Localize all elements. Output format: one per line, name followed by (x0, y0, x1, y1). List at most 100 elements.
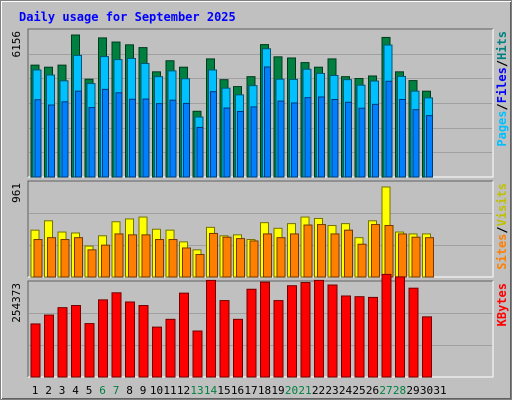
legend-entry: Hits (495, 31, 509, 60)
legend-entry: / (495, 60, 509, 67)
bar-pages-day-5 (88, 107, 96, 178)
bar-kbytes-day-30 (422, 316, 432, 378)
x-tick-label: 23 (325, 384, 338, 397)
bar-sites-day-15 (222, 236, 232, 278)
bar-pages-day-18 (264, 66, 271, 178)
x-tick-label: 15 (217, 384, 230, 397)
x-tick-label: 28 (393, 384, 406, 397)
bar-sites-day-12 (182, 247, 191, 278)
x-tick-label: 11 (163, 384, 176, 397)
x-tick-label: 6 (99, 384, 106, 397)
bar-pages-day-24 (345, 101, 352, 178)
bar-kbytes-day-24 (341, 295, 351, 378)
x-tick-label: 9 (140, 384, 147, 397)
bar-sites-day-26 (371, 224, 380, 278)
bar-sites-day-18 (263, 233, 272, 278)
legend-entry: Visits (495, 183, 509, 226)
bar-pages-day-27 (385, 80, 393, 178)
legend-entry: KBytes (495, 283, 509, 326)
bar-kbytes-day-27 (381, 273, 392, 378)
chart-title: Daily usage for September 2025 (19, 10, 236, 24)
bar-kbytes-day-28 (395, 276, 405, 378)
bar-kbytes-day-12 (179, 292, 189, 378)
x-tick-label: 1 (32, 384, 39, 397)
x-tick-label: 21 (298, 384, 311, 397)
bar-sites-day-27 (384, 224, 394, 278)
legend-hits-files-pages: Pages/Files/Hits (495, 31, 509, 147)
bar-pages-day-1 (34, 99, 42, 178)
bar-pages-day-4 (75, 90, 82, 178)
bar-pages-day-11 (169, 99, 177, 178)
legend-entry: Pages (495, 111, 509, 147)
bar-kbytes-day-19 (273, 300, 284, 378)
plot-edge-dark (27, 180, 493, 277)
bar-pages-day-13 (196, 126, 204, 178)
x-tick-label: 17 (244, 384, 257, 397)
bar-sites-day-7 (114, 233, 124, 278)
bar-pages-day-28 (399, 98, 406, 178)
bar-pages-day-3 (61, 101, 69, 178)
bar-sites-day-3 (60, 239, 70, 278)
bar-kbytes-day-6 (98, 299, 108, 378)
x-tick-label: 18 (258, 384, 271, 397)
bar-pages-day-20 (291, 102, 298, 178)
bar-pages-day-29 (412, 109, 420, 178)
x-tick-label: 25 (352, 384, 365, 397)
bar-kbytes-day-4 (71, 305, 81, 378)
bar-sites-day-2 (47, 237, 56, 278)
bar-kbytes-day-16 (233, 318, 243, 378)
legend-visits-sites: Sites/Visits (495, 183, 509, 270)
bar-kbytes-day-17 (246, 288, 257, 378)
bar-sites-day-22 (317, 224, 326, 278)
bar-pages-day-30 (426, 115, 433, 178)
bar-kbytes-day-18 (260, 281, 270, 378)
x-tick-label: 5 (86, 384, 93, 397)
bar-kbytes-day-8 (125, 301, 135, 378)
bar-pages-day-26 (372, 103, 379, 178)
bar-kbytes-day-1 (30, 323, 41, 378)
x-tick-label: 16 (231, 384, 244, 397)
bar-pages-day-9 (142, 98, 150, 178)
bar-sites-day-11 (168, 239, 178, 278)
bar-sites-day-10 (155, 239, 164, 278)
x-tick-label: 31 (433, 384, 446, 397)
bar-pages-day-14 (210, 91, 217, 178)
x-tick-label: 26 (366, 384, 379, 397)
bar-kbytes-day-7 (111, 292, 122, 378)
bar-sites-day-13 (195, 254, 205, 278)
x-tick-label: 27 (379, 384, 392, 397)
x-tick-label: 3 (59, 384, 66, 397)
bar-pages-day-21 (304, 97, 312, 178)
x-tick-label: 12 (177, 384, 190, 397)
bar-sites-day-5 (87, 249, 97, 278)
bar-kbytes-day-21 (300, 282, 311, 378)
x-tick-label: 2 (45, 384, 52, 397)
legend-entry: Files (495, 67, 509, 103)
bar-sites-day-30 (425, 237, 434, 278)
bar-kbytes-day-29 (408, 287, 419, 378)
bar-pages-day-2 (48, 104, 55, 178)
legend-entry: Sites (495, 234, 509, 270)
bar-kbytes-day-2 (44, 314, 54, 378)
bar-sites-day-1 (33, 239, 43, 278)
x-tick-label: 22 (312, 384, 325, 397)
bar-pages-day-6 (102, 88, 109, 178)
bars-hits-files-pages (30, 34, 433, 178)
bar-pages-day-15 (223, 107, 231, 178)
bar-sites-day-28 (398, 233, 407, 278)
bar-pages-day-19 (277, 100, 285, 178)
bar-sites-day-9 (141, 234, 151, 278)
bar-kbytes-day-14 (206, 279, 216, 378)
legend-entry: / (495, 103, 509, 110)
bar-pages-day-7 (115, 92, 123, 178)
x-tick-label: 30 (420, 384, 433, 397)
bar-kbytes-day-13 (192, 330, 203, 378)
bar-sites-day-25 (357, 243, 367, 278)
bar-kbytes-day-5 (84, 323, 95, 378)
bar-sites-day-8 (128, 234, 137, 278)
x-tick-label: 24 (339, 384, 353, 397)
bar-kbytes-day-10 (152, 326, 162, 378)
